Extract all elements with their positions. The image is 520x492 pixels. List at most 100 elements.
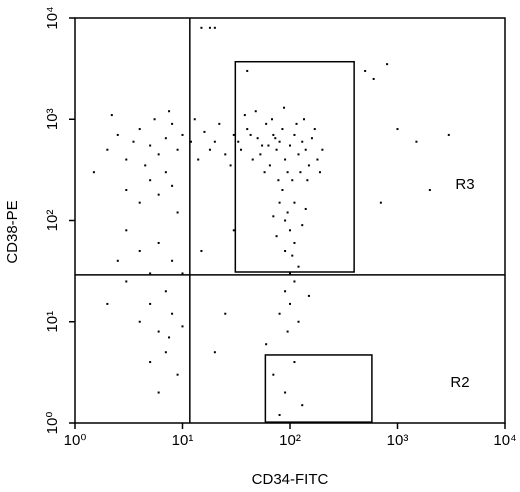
point [318, 171, 321, 174]
y-tick-label: 10² [44, 210, 61, 232]
point [171, 184, 174, 187]
point [310, 137, 313, 140]
point [291, 179, 294, 182]
point [306, 179, 309, 182]
point [265, 122, 268, 125]
point [251, 158, 254, 161]
x-tick-label: 10¹ [172, 432, 194, 449]
x-tick-label: 10³ [387, 432, 409, 449]
point [284, 219, 287, 222]
point [144, 164, 147, 167]
point [281, 189, 284, 192]
point [321, 148, 324, 151]
point [301, 140, 304, 143]
point [372, 77, 375, 80]
point [297, 320, 300, 323]
point [193, 118, 196, 121]
y-tick-label: 10³ [44, 108, 61, 130]
point [289, 272, 291, 275]
point [149, 272, 152, 275]
point [301, 404, 304, 407]
point [116, 133, 119, 136]
point [138, 320, 141, 323]
point [157, 241, 160, 244]
point [261, 144, 264, 147]
point [125, 158, 128, 161]
point [447, 133, 450, 136]
point [272, 133, 275, 136]
point [289, 144, 291, 147]
region-label: R2 [450, 374, 469, 391]
point [289, 302, 291, 305]
point [270, 118, 273, 121]
point [168, 336, 171, 339]
point [176, 211, 179, 214]
point [284, 158, 287, 161]
point [274, 137, 277, 140]
point [364, 69, 367, 72]
point [110, 114, 113, 117]
point [275, 148, 278, 151]
point [415, 140, 418, 143]
point [181, 325, 184, 328]
point [254, 110, 257, 113]
point [284, 249, 287, 252]
point [278, 201, 281, 204]
point [149, 302, 152, 305]
region-label: R3 [455, 176, 474, 193]
point [263, 171, 266, 174]
point [293, 280, 296, 283]
point [168, 110, 171, 113]
point [157, 391, 160, 394]
point [286, 330, 289, 333]
point [284, 391, 287, 394]
gate [264, 354, 373, 423]
point [229, 164, 232, 167]
point [307, 294, 310, 297]
x-tick-label: 10⁴ [493, 432, 516, 449]
point [181, 272, 184, 275]
point [116, 259, 119, 262]
plot-frame [74, 17, 506, 424]
point [153, 118, 156, 121]
point [246, 128, 249, 131]
gate [234, 60, 355, 273]
point [208, 26, 211, 29]
point [237, 140, 240, 143]
point [138, 128, 141, 131]
point [291, 254, 294, 257]
point [249, 133, 252, 136]
point [316, 158, 319, 161]
point [239, 148, 242, 151]
point [224, 312, 227, 315]
x-tick-label: 10² [279, 432, 301, 449]
point [304, 148, 307, 151]
point [281, 128, 284, 131]
y-tick-label: 10⁴ [44, 6, 61, 29]
point [149, 361, 152, 364]
point [286, 171, 289, 174]
point [164, 137, 167, 140]
point [213, 26, 216, 29]
point [171, 122, 174, 125]
point [293, 361, 296, 364]
point [307, 164, 310, 167]
point [396, 128, 399, 131]
point [277, 179, 280, 182]
point [106, 148, 109, 151]
point [176, 148, 179, 151]
point [164, 351, 167, 354]
point [275, 235, 278, 238]
point [303, 118, 306, 121]
point [278, 312, 281, 315]
point [213, 351, 216, 354]
point [283, 106, 286, 109]
point [157, 330, 160, 333]
point [232, 229, 235, 232]
point [297, 153, 300, 156]
point [213, 140, 216, 143]
point [297, 265, 300, 268]
point [92, 171, 95, 174]
point [304, 207, 307, 210]
point [157, 153, 160, 156]
